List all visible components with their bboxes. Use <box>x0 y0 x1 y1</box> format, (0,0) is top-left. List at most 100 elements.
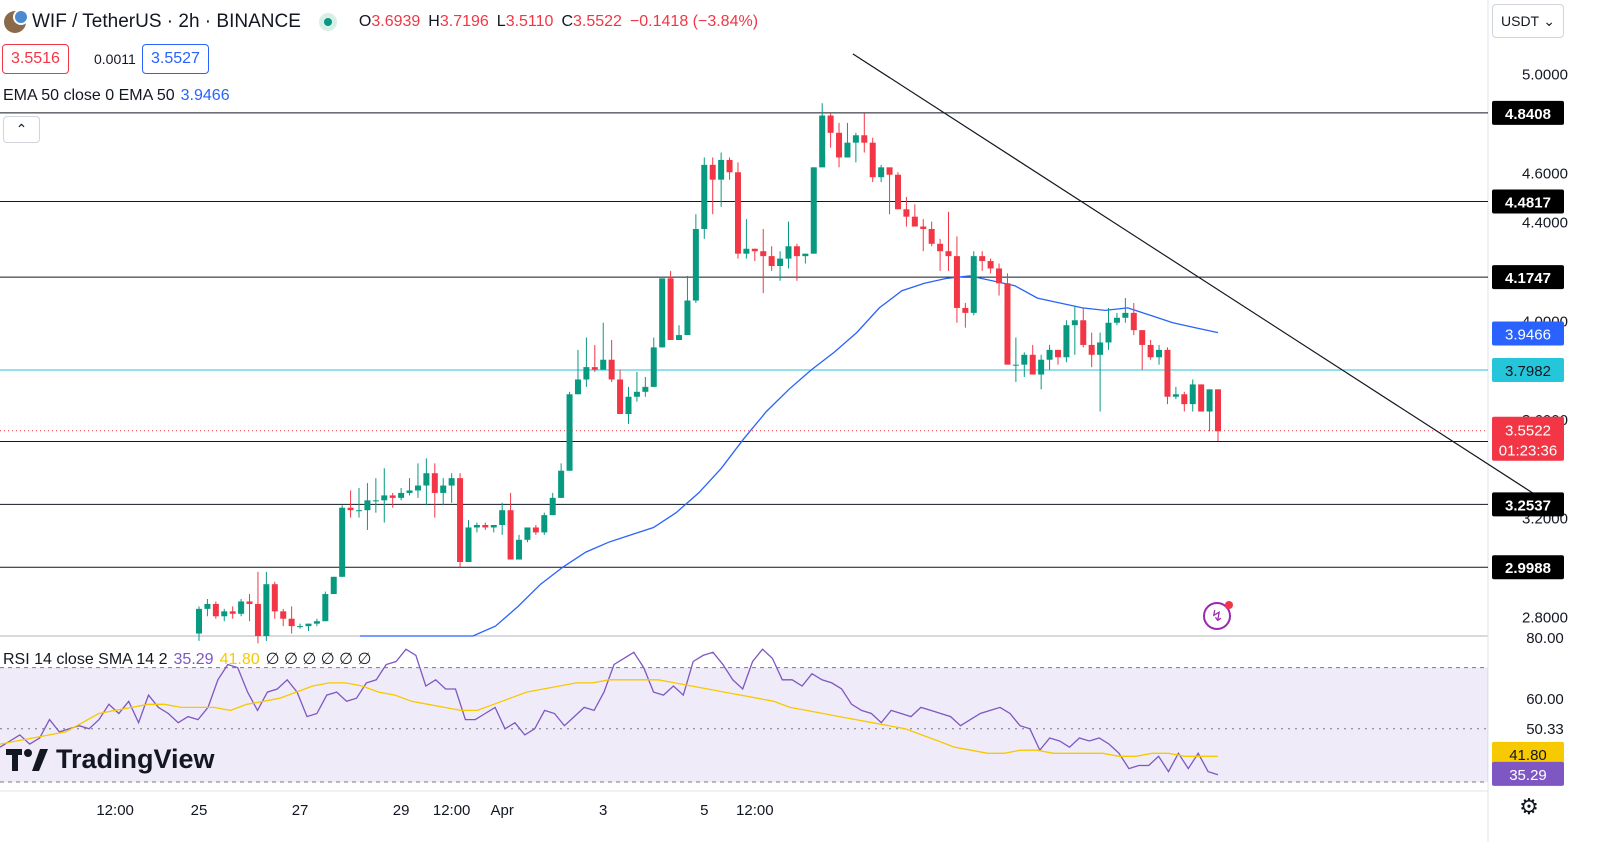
candle <box>1021 352 1028 377</box>
level-price-label: 2.9988 <box>1505 560 1551 577</box>
candle <box>1088 332 1095 368</box>
candle <box>1113 312 1120 326</box>
candle <box>953 236 960 323</box>
collapse-legend-button[interactable]: ⌃ <box>3 116 40 143</box>
candle-body <box>431 473 438 493</box>
candle-body <box>583 367 590 380</box>
candle-body <box>339 507 346 577</box>
candle-body <box>911 216 918 227</box>
candle <box>1012 337 1019 382</box>
time-tick-label: 27 <box>292 802 309 819</box>
candle-body <box>608 359 615 380</box>
candle-body <box>490 525 497 528</box>
candle-body <box>549 497 556 516</box>
candle <box>448 473 455 503</box>
candle-body <box>962 307 969 313</box>
candle <box>937 238 944 271</box>
candle-body <box>1004 283 1011 365</box>
candle <box>894 172 901 210</box>
candle <box>280 608 287 627</box>
time-tick-label: 29 <box>393 802 410 819</box>
ema50-line <box>360 275 1219 637</box>
candle-body <box>785 246 792 259</box>
lightning-alert-icon[interactable]: ↯ <box>1203 601 1233 630</box>
candle <box>1029 344 1036 375</box>
candle-body <box>196 608 202 634</box>
candle <box>229 606 236 619</box>
candle <box>1063 320 1070 363</box>
candle-body <box>844 142 851 158</box>
currency-select[interactable]: USDT ⌄ <box>1492 4 1564 38</box>
time-tick-label: 25 <box>191 802 208 819</box>
candle-body <box>372 500 379 502</box>
candle-body <box>886 167 893 175</box>
candle <box>1172 386 1179 400</box>
candle-body <box>676 335 683 340</box>
ema-price-tag <box>1492 321 1564 346</box>
level-price-tag <box>1492 189 1564 214</box>
rsi-value-tag-label: 35.29 <box>1509 767 1547 784</box>
candle-body <box>1215 389 1221 432</box>
candle-body <box>465 527 472 562</box>
candle-body <box>617 379 624 414</box>
candle <box>810 167 817 254</box>
candle-body <box>238 601 245 614</box>
candle <box>549 492 556 516</box>
candle-body <box>945 251 952 257</box>
open-value: 3.6939 <box>371 13 421 30</box>
candle <box>726 157 733 180</box>
candle <box>827 113 834 148</box>
candle-body <box>928 229 935 244</box>
candle <box>1071 305 1078 355</box>
candle <box>364 483 371 530</box>
candle <box>743 219 750 259</box>
candle-body <box>398 492 405 498</box>
candle-body <box>330 576 337 595</box>
candle <box>196 606 202 641</box>
chevron-down-icon: ⌄ <box>1543 12 1555 29</box>
candle-body <box>221 611 228 617</box>
candle-body <box>861 135 868 143</box>
sell-button[interactable]: 3.5516 <box>2 44 69 74</box>
rsi-tick-label: 50.33 <box>1526 721 1564 738</box>
symbol-title[interactable]: WIF / TetherUS · 2h · BINANCE <box>32 11 301 32</box>
chevron-up-icon: ⌃ <box>15 121 28 137</box>
price-tick-label: 4.6000 <box>1522 165 1568 182</box>
candle <box>322 591 329 622</box>
ema-legend[interactable]: EMA 50 close 0 EMA 50 3.9466 <box>3 87 230 105</box>
candle <box>591 344 598 373</box>
candle <box>238 599 245 617</box>
candle-body <box>1164 349 1171 397</box>
candle <box>339 505 346 577</box>
candle-body <box>356 510 363 512</box>
buy-button[interactable]: 3.5527 <box>142 44 209 74</box>
symbol-info[interactable]: WIF / TetherUS · 2h · BINANCE <box>4 9 301 33</box>
candle-body <box>659 278 666 348</box>
rsi-legend-value: 35.29 <box>173 651 214 668</box>
candle <box>212 601 219 619</box>
candle-body <box>1139 330 1146 345</box>
time-tick-label: 12:00 <box>96 802 134 819</box>
rsi-sma-tag <box>1492 741 1564 766</box>
candle-body <box>1156 349 1163 358</box>
candle <box>398 488 405 501</box>
tradingview-logo: TradingView <box>6 744 215 775</box>
last-price-label: 3.5522 <box>1505 423 1551 440</box>
candle-body <box>347 507 354 511</box>
candle <box>574 349 581 395</box>
rsi-legend[interactable]: RSI 14 close SMA 14 2 35.29 41.80 ∅ ∅ ∅ ∅ ∅… <box>3 649 371 669</box>
candle-body <box>650 347 657 387</box>
candle-body <box>305 623 312 627</box>
candle <box>793 243 800 281</box>
change-value: −0.1418 (−3.84%) <box>629 13 759 30</box>
candle-body <box>381 495 388 501</box>
candle-body <box>473 525 480 528</box>
candle-body <box>229 611 236 614</box>
candle <box>347 490 354 518</box>
candle-body <box>1189 384 1196 405</box>
time-tick-label: 5 <box>700 802 708 819</box>
candle-body <box>1198 384 1205 412</box>
candle <box>760 229 767 294</box>
settings-gear-icon[interactable]: ⚙ <box>1519 794 1539 819</box>
